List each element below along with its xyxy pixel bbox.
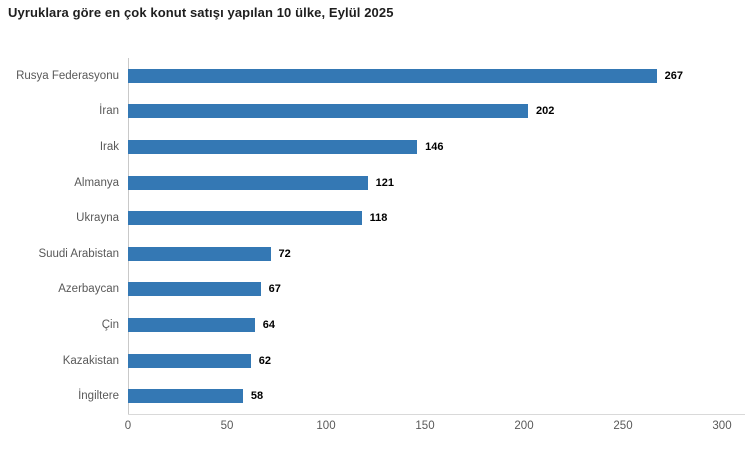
- bar-track: 121: [128, 165, 750, 201]
- value-label: 202: [535, 105, 555, 118]
- bar-track: 146: [128, 129, 750, 165]
- value-label: 121: [375, 176, 394, 189]
- category-label: Ukrayna: [76, 212, 119, 225]
- x-axis: 0 50 100 150 200 250 300: [0, 420, 750, 436]
- category-label: İran: [99, 105, 119, 118]
- x-tick-label: 50: [220, 420, 234, 432]
- bar-row: Kazakistan 62: [0, 343, 750, 379]
- bar-row: Suudi Arabistan 72: [0, 236, 750, 272]
- x-tick-label: 0: [124, 420, 132, 432]
- bar-track: 62: [128, 343, 750, 379]
- bar: [128, 68, 657, 83]
- bar-track: 267: [128, 58, 750, 94]
- chart-title: Uyruklara göre en çok konut satışı yapıl…: [8, 5, 394, 20]
- x-tick-label: 100: [316, 420, 336, 432]
- category-label: Irak: [99, 140, 119, 153]
- value-label: 267: [664, 69, 684, 82]
- bar-row: Rusya Federasyonu 267: [0, 58, 750, 94]
- x-tick-label: 250: [613, 420, 633, 432]
- x-tick-label: 200: [514, 420, 534, 432]
- bar: [128, 175, 368, 190]
- bar-row: Ukrayna 118: [0, 200, 750, 236]
- value-label: 58: [250, 390, 264, 403]
- x-tick-label: 150: [415, 420, 435, 432]
- category-label: Çin: [101, 318, 119, 331]
- bar: [128, 317, 255, 332]
- bar-track: 64: [128, 307, 750, 343]
- value-label: 72: [278, 247, 291, 260]
- category-label: Rusya Federasyonu: [16, 69, 119, 82]
- category-label: Almanya: [74, 176, 119, 189]
- x-tick-label: 300: [712, 420, 732, 432]
- bar-row: Almanya 121: [0, 165, 750, 201]
- bar-row: Azerbaycan 67: [0, 272, 750, 308]
- bar: [128, 353, 251, 368]
- bar: [128, 282, 261, 297]
- value-label: 67: [268, 283, 281, 296]
- value-label: 146: [425, 140, 444, 153]
- category-label: Azerbaycan: [58, 283, 119, 296]
- value-label: 62: [258, 354, 271, 367]
- bar: [128, 104, 528, 119]
- category-label: İngiltere: [78, 390, 119, 403]
- y-axis-line: [128, 58, 129, 414]
- category-label: Suudi Arabistan: [38, 247, 119, 260]
- bar: [128, 211, 362, 226]
- bar-track: 118: [128, 200, 750, 236]
- bar-track: 72: [128, 236, 750, 272]
- value-label: 118: [369, 212, 388, 225]
- bar-row: Çin 64: [0, 307, 750, 343]
- bar-track: 202: [128, 94, 750, 130]
- value-label: 64: [262, 318, 275, 331]
- bar-row: Irak 146: [0, 129, 750, 165]
- bar: [128, 246, 271, 261]
- bar-row: İngiltere 58: [0, 378, 750, 414]
- bar: [128, 139, 418, 154]
- category-label: Kazakistan: [62, 354, 119, 367]
- bar-rows: Rusya Federasyonu 267 İran 202 Irak 146 Almany…: [0, 58, 750, 414]
- bar-track: 67: [128, 272, 750, 308]
- bar: [128, 389, 243, 404]
- x-axis-line: [128, 414, 745, 415]
- bar-track: 58: [128, 378, 750, 414]
- bar-row: İran 202: [0, 94, 750, 130]
